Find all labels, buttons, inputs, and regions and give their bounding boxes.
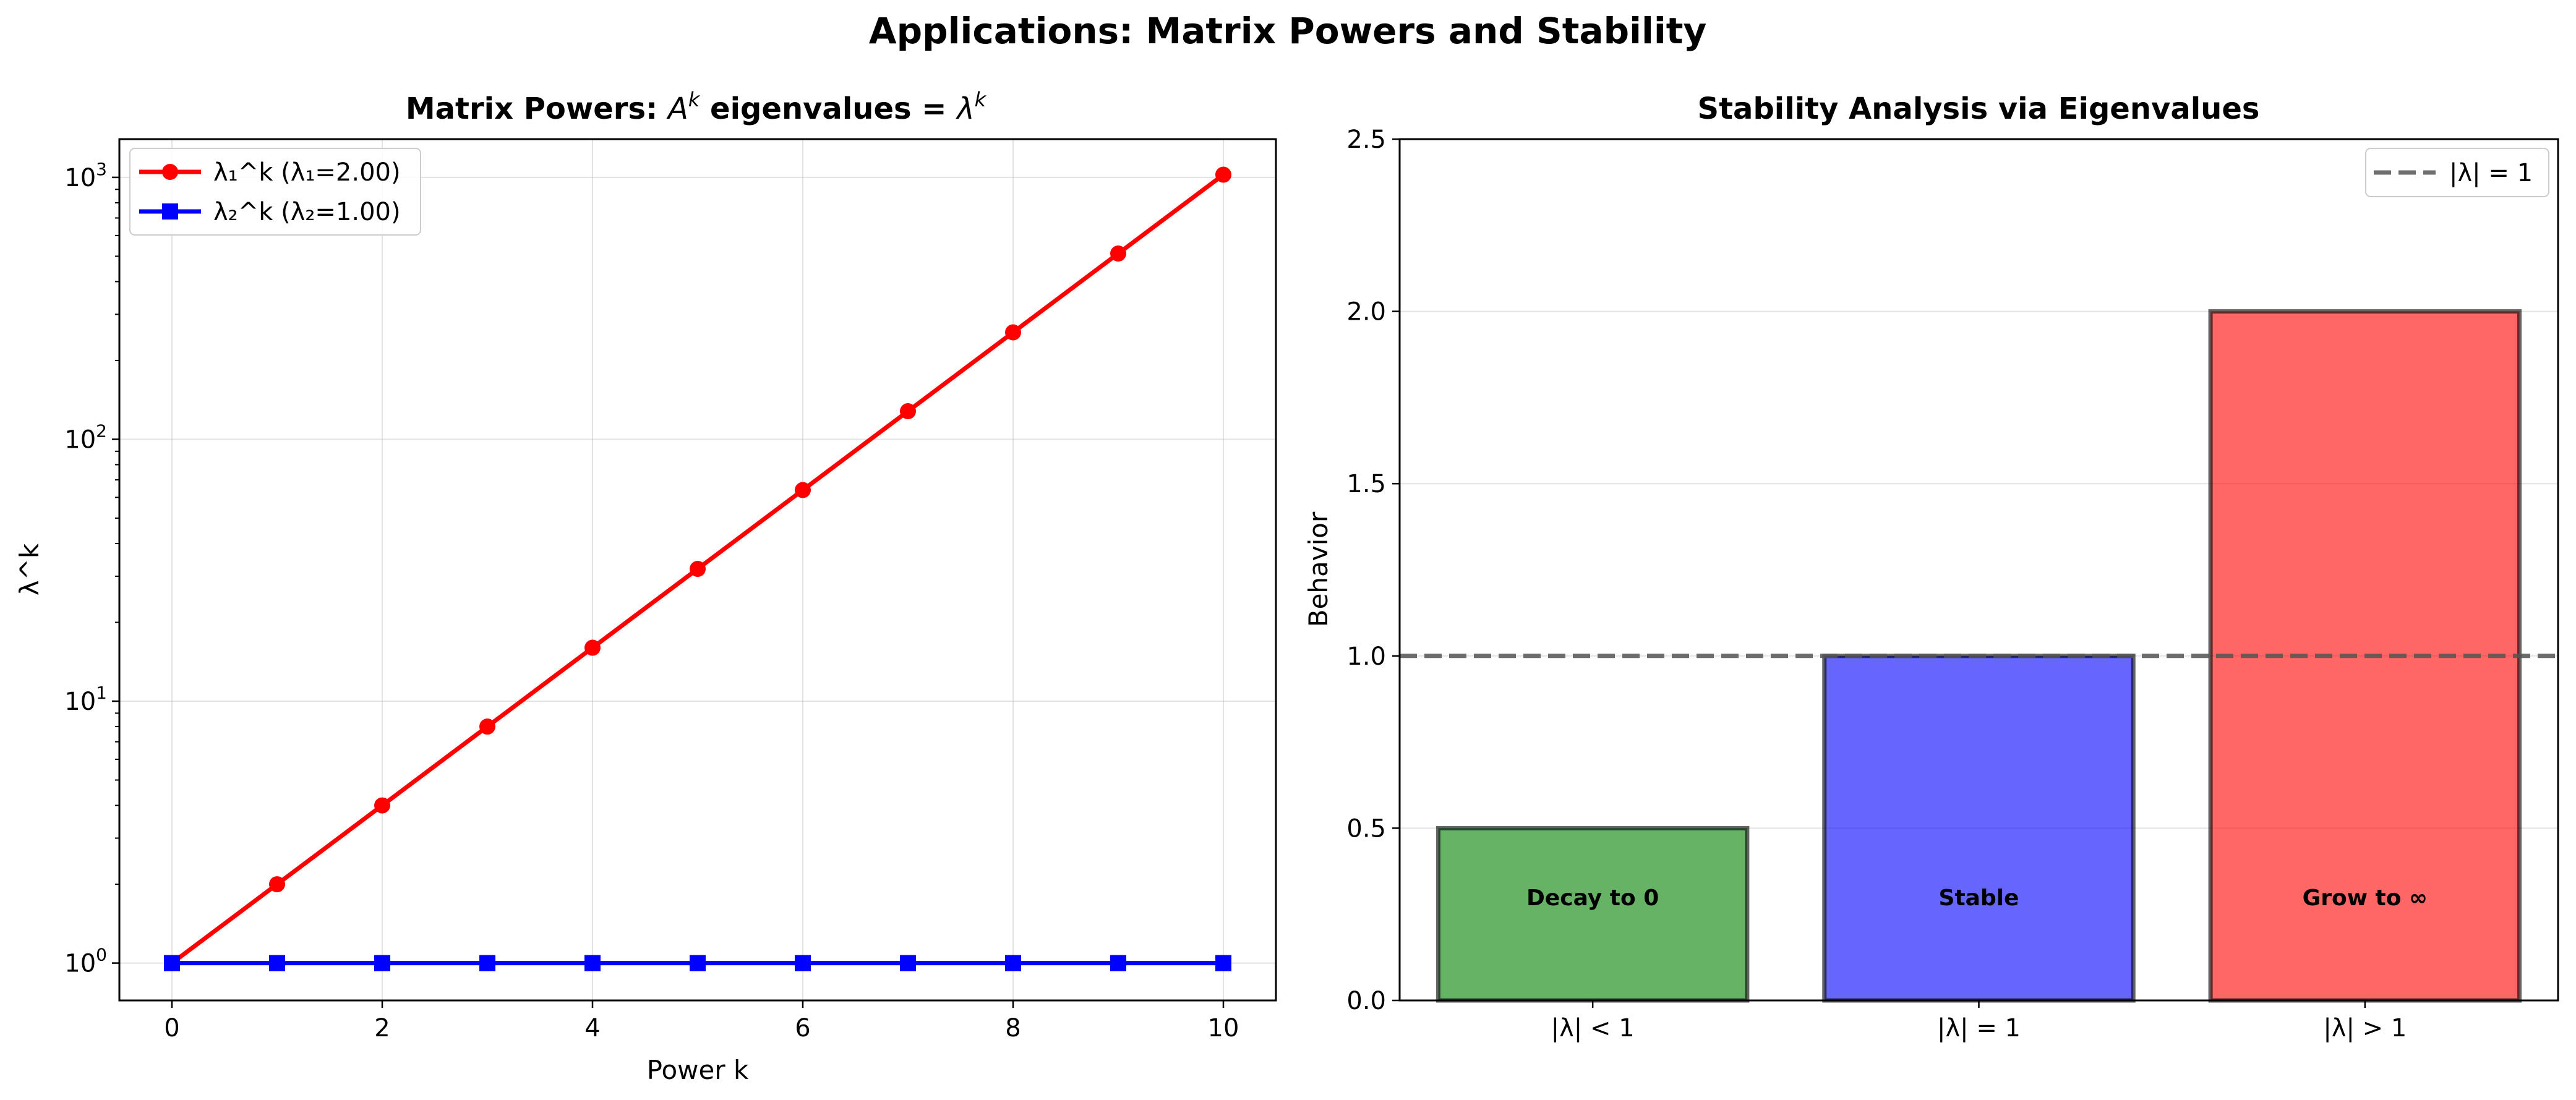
left-y-axis-label: λ^k: [14, 543, 45, 595]
left-x-axis-label: Power k: [647, 1055, 749, 1085]
left-title-math-2: λ: [955, 92, 974, 126]
series-1-point: [1215, 166, 1231, 183]
x-tick-label: |λ| < 1: [1551, 1014, 1635, 1042]
bar-1: [1436, 825, 1750, 1003]
y-tick-label: 102: [64, 420, 107, 454]
left-title-math-1: A: [666, 92, 688, 126]
y-tick-label: 100: [64, 945, 107, 978]
series-2-point: [374, 955, 390, 971]
right-legend-box: [2365, 148, 2549, 197]
legend-marker-series-2: [162, 203, 178, 220]
series-1-point: [1110, 245, 1126, 262]
right-plot-frame: [1398, 138, 2559, 1002]
right-chart: Stability Analysis via Eigenvalues Decay…: [1303, 92, 2559, 1042]
left-ticks: 0 2 4 6 8 10 100 101 102 103: [64, 159, 1239, 1042]
left-legend-box: [129, 148, 421, 236]
bar-label-2: Stable: [1939, 885, 2019, 911]
series-1-point: [584, 639, 601, 656]
left-title-sup-2: k: [975, 88, 987, 111]
y-tick-label: 1.5: [1346, 470, 1386, 498]
right-chart-title: Stability Analysis via Eigenvalues: [1698, 92, 2260, 126]
series-2-point: [1005, 955, 1021, 971]
legend-label-series-2: λ₂^k (λ₂=1.00): [213, 198, 401, 226]
x-tick-label: |λ| > 1: [2323, 1014, 2407, 1042]
left-chart-title: Matrix Powers: Ak eigenvalues = λk: [406, 88, 987, 126]
series-1-point: [269, 876, 285, 893]
series-1-point: [900, 403, 916, 420]
y-tick-label: 2.0: [1346, 298, 1386, 326]
right-ticks: 0.0 0.5 1.0 1.5 2.0 2.5 |λ| < 1 |λ| = 1 |λ| > 1: [1346, 126, 2407, 1042]
bar-2: [1822, 654, 2136, 1003]
series-2-point: [900, 955, 916, 971]
legend-marker-series-1: [162, 164, 178, 180]
x-tick-label: |λ| = 1: [1937, 1014, 2021, 1042]
left-title-middle: eigenvalues =: [700, 92, 957, 126]
y-tick-label: 0.0: [1346, 987, 1386, 1015]
series-2-point: [584, 955, 601, 971]
series-1-point: [1005, 324, 1021, 341]
series-1-point: [479, 718, 495, 735]
figure-suptitle: Applications: Matrix Powers and Stabilit…: [869, 10, 1707, 52]
y-tick-label: 103: [64, 159, 107, 192]
series-1-point: [690, 561, 706, 578]
series-2-point: [479, 955, 495, 971]
series-1-point: [374, 797, 390, 814]
left-title-prefix: Matrix Powers:: [406, 92, 668, 126]
x-tick-label: 0: [164, 1014, 179, 1042]
x-tick-label: 2: [374, 1014, 390, 1042]
y-tick-label: 0.5: [1346, 814, 1386, 843]
series-2-point: [1215, 955, 1231, 971]
series-2-point: [1110, 955, 1126, 971]
series-2-point: [690, 955, 706, 971]
left-plot-frame: [118, 138, 1277, 1002]
right-y-axis-label: Behavior: [1303, 511, 1333, 627]
right-legend: |λ| = 1: [2365, 148, 2549, 197]
x-tick-label: 8: [1005, 1014, 1021, 1042]
series-2-point: [269, 955, 285, 971]
x-tick-label: 4: [584, 1014, 600, 1042]
y-tick-label: 1.0: [1346, 642, 1386, 671]
left-series: [164, 166, 1231, 971]
y-tick-label: 101: [64, 683, 107, 716]
left-title-sup-1: k: [688, 88, 701, 111]
bar-label-1: Decay to 0: [1526, 885, 1659, 911]
series-2-point: [164, 955, 180, 971]
legend-label-reference: |λ| = 1: [2449, 159, 2533, 187]
legend-label-series-1: λ₁^k (λ₁=2.00): [213, 158, 401, 187]
y-tick-label: 2.5: [1346, 126, 1386, 154]
left-legend: λ₁^k (λ₁=2.00) λ₂^k (λ₂=1.00): [129, 148, 421, 236]
series-2-point: [795, 955, 811, 971]
x-tick-label: 6: [795, 1014, 810, 1042]
x-tick-label: 10: [1208, 1014, 1239, 1042]
bar-label-3: Grow to ∞: [2303, 885, 2428, 911]
series-1-point: [795, 482, 811, 498]
